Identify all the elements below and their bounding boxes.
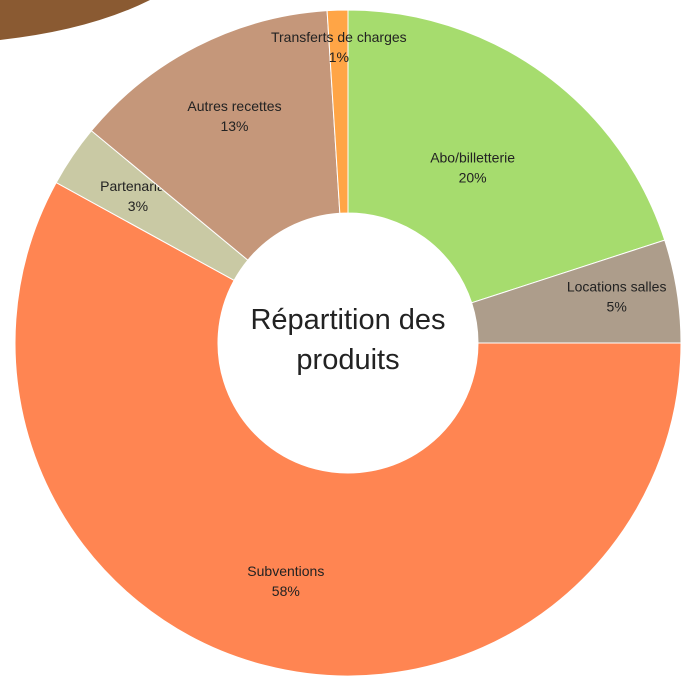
slice-value-label: 1% [329,49,349,65]
slice-label: Abo/billetterie [430,149,515,165]
slice-value-label: 58% [272,583,300,599]
slice-label: Subventions [247,563,324,579]
slice-value-label: 5% [607,298,627,314]
donut-slice [326,9,349,214]
slice-label: Autres recettes [187,98,281,114]
chart-title: Répartition des produits [250,304,446,376]
donut-slice [347,9,666,304]
slice-value-label: 13% [220,118,248,134]
slice-value-label: 20% [459,169,487,185]
slice-label: Locations salles [567,278,667,294]
slice-value-label: 3% [128,198,148,214]
slice-label: Transferts de charges [271,29,407,45]
donut-slice [14,181,682,677]
decoration [0,0,150,40]
donut-slice [90,10,341,261]
